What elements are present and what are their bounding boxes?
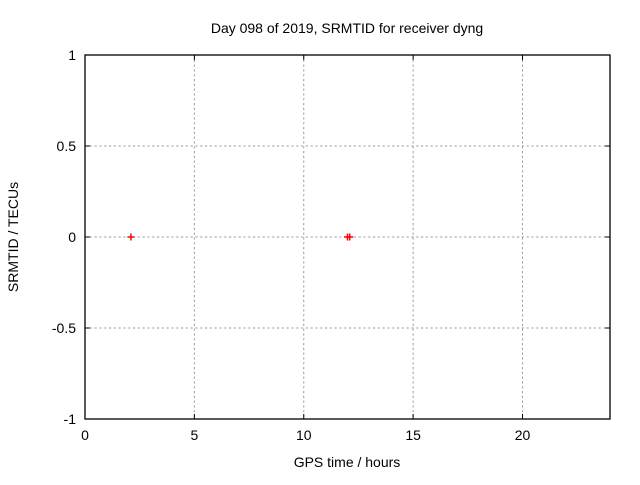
y-axis-label: SRMTID / TECUs <box>5 182 21 292</box>
data-point-marker <box>127 233 135 241</box>
y-tick-label: -0.5 <box>52 320 76 336</box>
x-tick-label: 0 <box>81 427 89 443</box>
data-point-marker <box>346 233 354 241</box>
y-tick-label: 0 <box>68 229 76 245</box>
x-axis-label: GPS time / hours <box>294 454 401 470</box>
x-tick-label: 10 <box>296 427 312 443</box>
plot-area: 0 5 10 15 20 -1 -0.5 0 0.5 1 <box>52 47 611 443</box>
chart-title: Day 098 of 2019, SRMTID for receiver dyn… <box>211 20 483 36</box>
x-tick-label: 20 <box>515 427 531 443</box>
x-tick-label: 15 <box>405 427 421 443</box>
y-tick-label: -1 <box>64 411 77 427</box>
y-tick-label: 0.5 <box>57 138 77 154</box>
x-tick-label: 5 <box>190 427 198 443</box>
y-tick-label: 1 <box>68 47 76 63</box>
plot-border <box>84 54 611 420</box>
